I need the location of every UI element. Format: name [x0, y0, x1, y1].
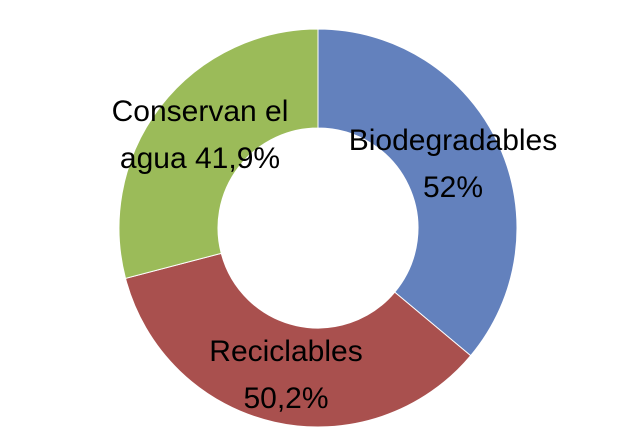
value-label: 41,9%	[195, 142, 281, 175]
donut-slice	[317, 28, 518, 357]
slice-label: Biodegradables 52%	[323, 117, 583, 211]
value-label: 52%	[422, 171, 484, 204]
category-label: Conservan el agua	[111, 95, 289, 175]
value-label: 50,2%	[243, 382, 329, 415]
category-label: Biodegradables	[348, 124, 558, 157]
category-label: Reciclables	[209, 335, 363, 368]
slice-label: Conservan el agua 41,9%	[94, 88, 306, 182]
slice-label: Reciclables 50,2%	[186, 328, 386, 422]
donut-slice	[118, 28, 319, 280]
donut-slice	[124, 252, 472, 428]
